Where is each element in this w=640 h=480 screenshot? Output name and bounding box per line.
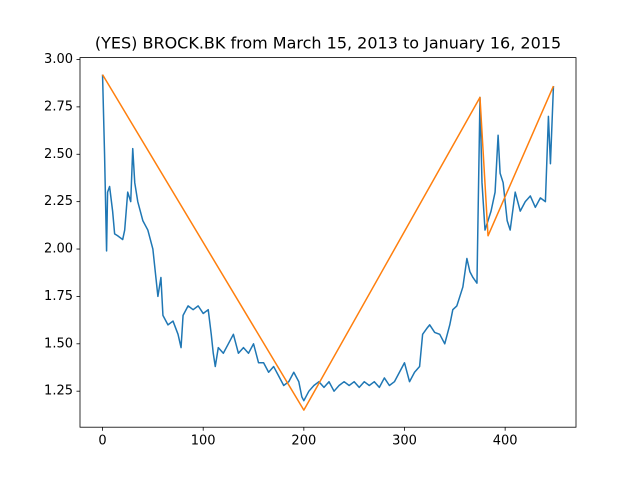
y-tick-label: 2.00	[44, 242, 73, 257]
plot-frame	[79, 57, 577, 428]
x-tick-label: 0	[98, 434, 106, 449]
y-tick-label: 1.25	[44, 384, 73, 399]
x-tick-label: 300	[392, 434, 417, 449]
y-tick-label: 2.75	[44, 99, 73, 114]
x-tick-label: 100	[191, 434, 216, 449]
x-tick-label: 400	[493, 434, 518, 449]
x-tick-label: 200	[291, 434, 316, 449]
y-tick-label: 1.75	[44, 289, 73, 304]
y-tick-label: 3.00	[44, 52, 73, 67]
y-tick-label: 2.50	[44, 147, 73, 162]
chart-title: (YES) BROCK.BK from March 15, 2013 to Ja…	[95, 34, 561, 53]
y-tick-label: 1.50	[44, 336, 73, 351]
y-tick-label: 2.25	[44, 194, 73, 209]
series-line	[101, 74, 555, 402]
series-line	[101, 74, 555, 411]
